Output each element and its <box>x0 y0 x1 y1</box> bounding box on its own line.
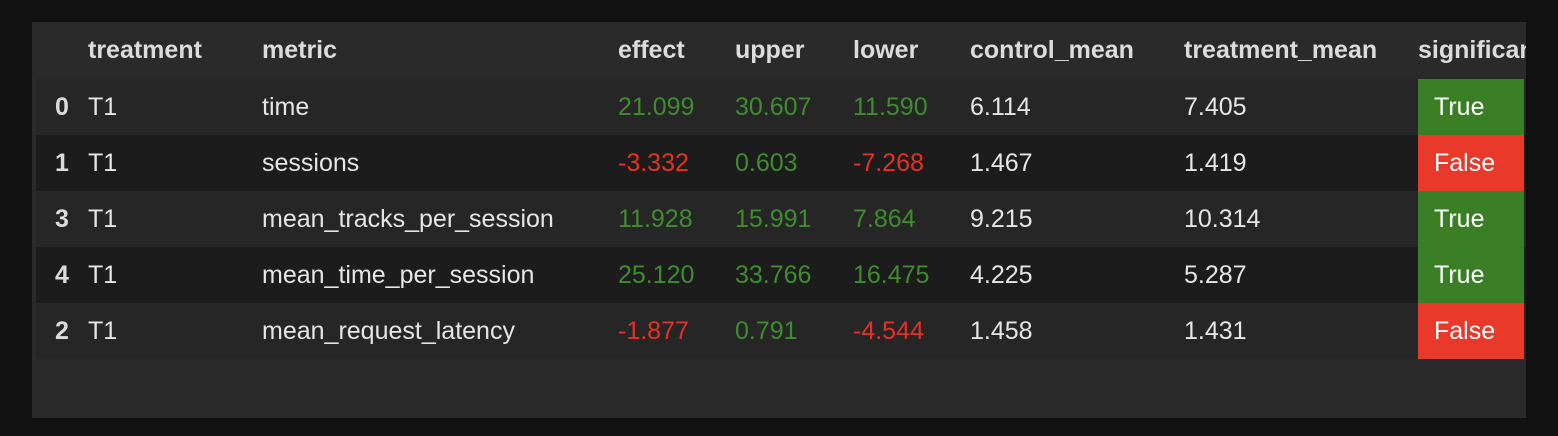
results-table: treatment metric effect upper lower cont… <box>36 22 1526 359</box>
treatment-cell: T1 <box>88 316 118 345</box>
table-row: 1 T1 sessions -3.332 0.603 -7.268 1.467 … <box>36 135 1526 191</box>
row-index: 3 <box>55 204 69 233</box>
treatment-mean-cell: 7.405 <box>1184 92 1247 121</box>
significant-badge: True <box>1418 191 1524 247</box>
upper-cell: 15.991 <box>735 204 812 233</box>
metric-cell: time <box>262 92 310 121</box>
significant-cell: True <box>1418 247 1526 303</box>
column-header-treatment-mean: treatment_mean <box>1184 36 1378 64</box>
table-header-row: treatment metric effect upper lower cont… <box>36 22 1526 79</box>
treatment-mean-cell: 5.287 <box>1184 260 1247 289</box>
table-row: 2 T1 mean_request_latency -1.877 0.791 -… <box>36 303 1526 359</box>
column-header-index <box>36 22 88 79</box>
effect-cell: 21.099 <box>618 92 695 121</box>
significant-cell: True <box>1418 79 1526 135</box>
significant-cell: False <box>1418 303 1526 359</box>
table-row: 3 T1 mean_tracks_per_session 11.928 15.9… <box>36 191 1526 247</box>
treatment-cell: T1 <box>88 92 118 121</box>
significant-cell: False <box>1418 135 1526 191</box>
upper-cell: 0.791 <box>735 316 798 345</box>
row-index: 2 <box>55 316 69 345</box>
upper-cell: 30.607 <box>735 92 812 121</box>
metric-cell: sessions <box>262 148 360 177</box>
treatment-mean-cell: 10.314 <box>1184 204 1261 233</box>
table-row: 0 T1 time 21.099 30.607 11.590 6.114 7.4… <box>36 79 1526 135</box>
lower-cell: 7.864 <box>853 204 916 233</box>
treatment-cell: T1 <box>88 148 118 177</box>
lower-cell: 16.475 <box>853 260 930 289</box>
column-header-lower: lower <box>853 36 919 64</box>
significant-cell: True <box>1418 191 1526 247</box>
control-mean-cell: 1.467 <box>970 148 1033 177</box>
row-index: 1 <box>55 148 69 177</box>
treatment-mean-cell: 1.419 <box>1184 148 1247 177</box>
treatment-mean-cell: 1.431 <box>1184 316 1247 345</box>
row-index: 4 <box>55 260 69 289</box>
effect-cell: -3.332 <box>618 148 689 177</box>
control-mean-cell: 9.215 <box>970 204 1033 233</box>
control-mean-cell: 1.458 <box>970 316 1033 345</box>
column-header-control-mean: control_mean <box>970 36 1134 64</box>
dataframe-output: treatment metric effect upper lower cont… <box>32 22 1526 418</box>
significant-badge: True <box>1418 79 1524 135</box>
treatment-cell: T1 <box>88 260 118 289</box>
upper-cell: 0.603 <box>735 148 798 177</box>
lower-cell: -4.544 <box>853 316 924 345</box>
upper-cell: 33.766 <box>735 260 812 289</box>
metric-cell: mean_request_latency <box>262 316 515 345</box>
control-mean-cell: 4.225 <box>970 260 1033 289</box>
column-header-upper: upper <box>735 36 805 64</box>
column-header-significant: significant <box>1418 36 1526 64</box>
effect-cell: 11.928 <box>618 204 693 233</box>
column-header-treatment: treatment <box>88 36 202 64</box>
effect-cell: 25.120 <box>618 260 695 289</box>
column-header-metric: metric <box>262 36 338 64</box>
lower-cell: 11.590 <box>853 92 928 121</box>
significant-badge: True <box>1418 247 1524 303</box>
effect-cell: -1.877 <box>618 316 689 345</box>
treatment-cell: T1 <box>88 204 118 233</box>
column-header-effect: effect <box>618 36 685 64</box>
significant-badge: False <box>1418 135 1524 191</box>
control-mean-cell: 6.114 <box>970 92 1031 121</box>
metric-cell: mean_tracks_per_session <box>262 204 554 233</box>
row-index: 0 <box>55 92 69 121</box>
lower-cell: -7.268 <box>853 148 924 177</box>
significant-badge: False <box>1418 303 1524 359</box>
metric-cell: mean_time_per_session <box>262 260 535 289</box>
table-row: 4 T1 mean_time_per_session 25.120 33.766… <box>36 247 1526 303</box>
